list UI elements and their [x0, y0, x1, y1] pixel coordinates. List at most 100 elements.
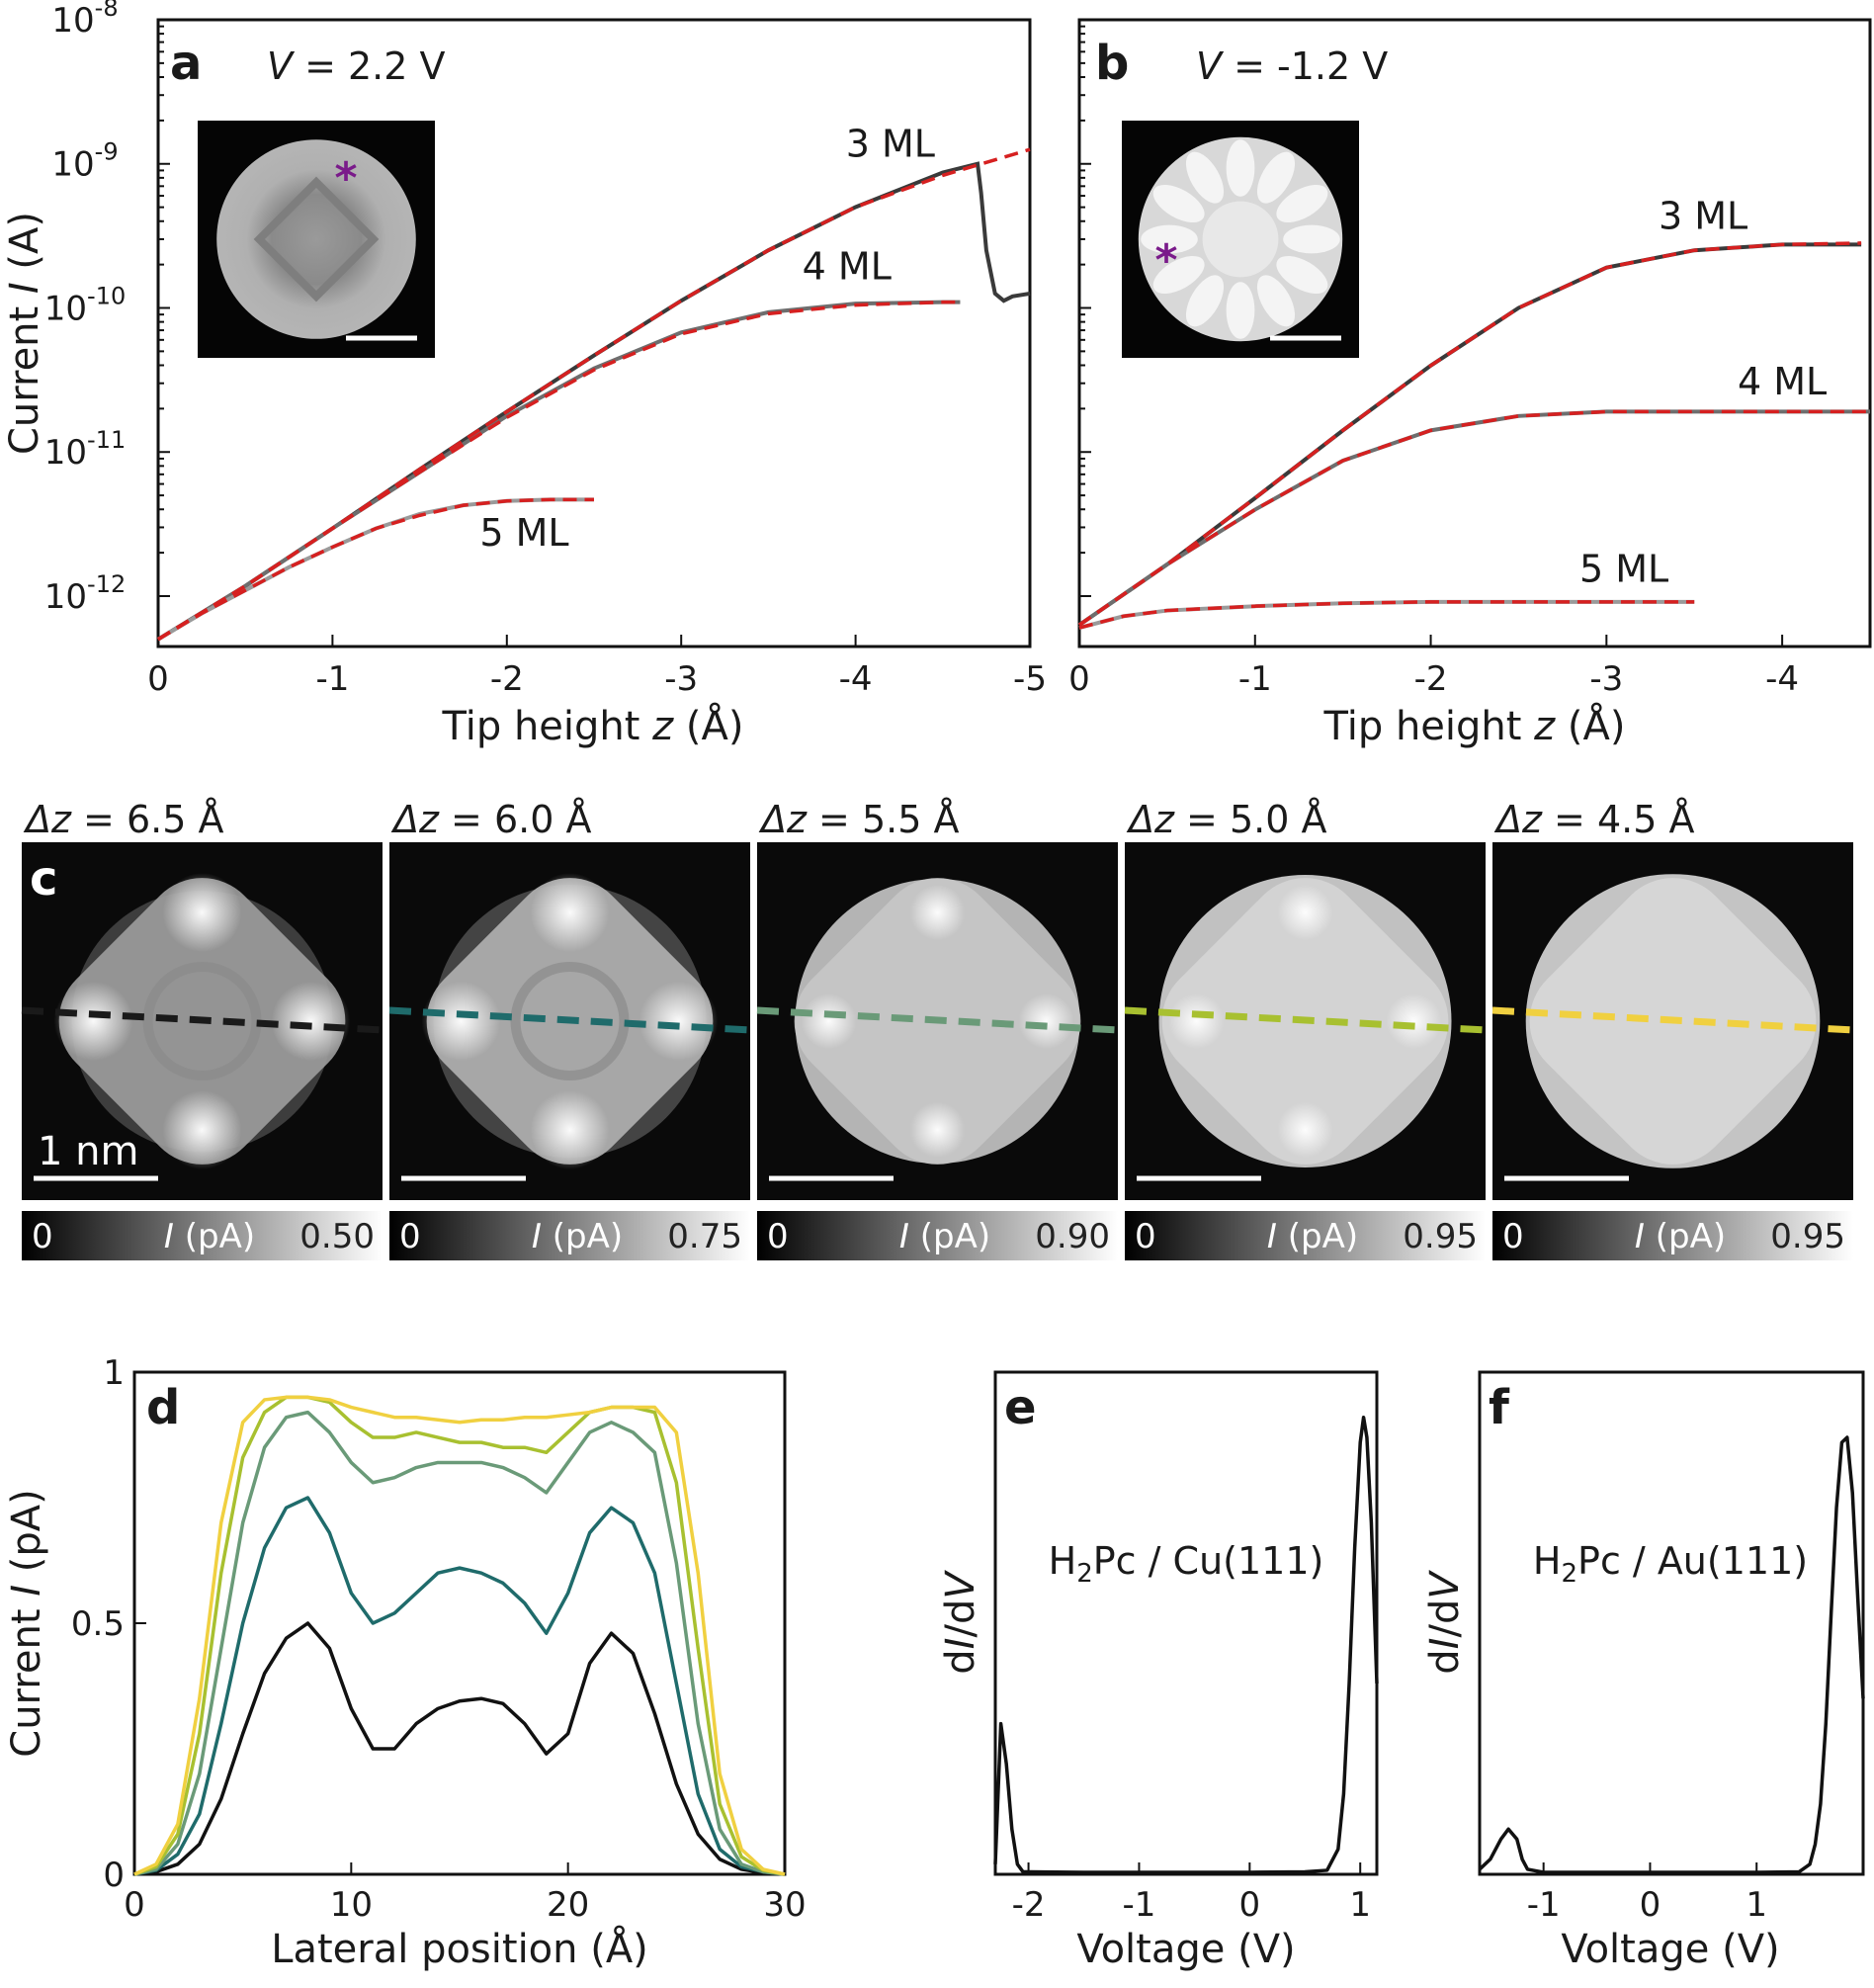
plot-frame-f: [1478, 1370, 1865, 1876]
data-line-d: [133, 1410, 786, 1876]
x-tick-label-b: -4: [1765, 659, 1799, 699]
y-axis-label-e: dI/dV: [938, 1570, 983, 1675]
colorbar-max-label: 0.95: [1770, 1217, 1845, 1256]
molecule-petal: [1185, 151, 1225, 204]
panel-a: 0 -1 -2 -3 -4 -5 10-12 10-11 10-10 10-9 10-8 3 ML…: [2, 0, 1047, 749]
y-axis-label-a: Current I (A): [2, 212, 47, 455]
stm-frame: Δz = 5.5 Å 0 I (pA) 0.90: [756, 798, 1119, 1260]
series-label: 3 ML: [1659, 194, 1747, 237]
molecule-petal: [1141, 224, 1198, 254]
panel-f: -1 0 1 f H2Pc / Au(111) Voltage (V) dI/dV: [1422, 1370, 1865, 1972]
x-tick-label-f: -1: [1527, 1885, 1561, 1925]
panel-d: 0 10 20 30 0 0.5 1 d Lateral position (Å) Cur…: [4, 1353, 807, 1972]
x-tick-label-e: -1: [1122, 1885, 1155, 1925]
colorbar-max-label: 0.75: [667, 1217, 742, 1256]
fit-line-2: [1078, 600, 1695, 630]
molecule-lobe: [1018, 994, 1074, 1049]
molecule-lobe: [421, 982, 501, 1061]
colorbar: [22, 1211, 383, 1260]
series-label: 5 ML: [1579, 547, 1668, 590]
molecule-petal: [1226, 282, 1255, 339]
molecule-center: [1202, 201, 1279, 278]
colorbar-unit-label: I (pA): [899, 1217, 990, 1256]
molecule-lobe: [1386, 994, 1442, 1049]
panel-label-a: a: [170, 36, 202, 91]
y-tick-label-a: 10-9: [51, 138, 118, 185]
y-axis-label-d: Current I (pA): [4, 1489, 49, 1757]
plot-frame-e: [993, 1370, 1379, 1876]
series-label: 4 ML: [1738, 360, 1827, 403]
x-tick-label-d: 10: [330, 1885, 373, 1925]
molecule-lobe: [639, 982, 719, 1061]
profile-line: [756, 1006, 1119, 1034]
molecule-lobe: [1277, 1102, 1333, 1158]
panel-label-c: c: [30, 851, 57, 907]
y-tick-label-a: 10-8: [51, 0, 118, 41]
molecule-lobe: [801, 994, 857, 1049]
data-line-5-ML: [1078, 599, 1695, 630]
colorbar-max-label: 0.90: [1035, 1217, 1110, 1256]
panel-c: Δz = 6.5 Å 1 nm 0 I (pA) 0.50 Δz = 6.0 Å 0 I (p…: [21, 798, 1854, 1260]
tip-position-marker: *: [1154, 235, 1177, 286]
y-tick-label-d: 1: [103, 1353, 125, 1393]
x-tick-label-d: 30: [763, 1885, 806, 1925]
series-label: 3 ML: [846, 122, 935, 165]
molecule-lobe: [530, 1090, 610, 1169]
x-tick-label-a: -1: [315, 659, 349, 699]
inset-stm-image-b: *: [1122, 121, 1359, 358]
delta-z-label: Δz = 6.5 Å: [23, 798, 223, 841]
tip-position-marker: *: [334, 153, 357, 204]
x-tick-label-b: 0: [1068, 659, 1090, 699]
molecule-petal: [1226, 139, 1255, 197]
data-line-d: [133, 1395, 786, 1876]
delta-z-label: Δz = 5.0 Å: [1126, 798, 1326, 841]
x-tick-label-a: -5: [1013, 659, 1047, 699]
colorbar-min-label: 0: [767, 1217, 789, 1256]
stm-frame: Δz = 6.5 Å 1 nm 0 I (pA) 0.50: [21, 798, 383, 1260]
colorbar-min-label: 0: [1135, 1217, 1156, 1256]
profile-line: [388, 1006, 751, 1034]
colorbar-min-label: 0: [1502, 1217, 1524, 1256]
molecule-lobe: [162, 1090, 242, 1169]
panel-label-d: d: [146, 1380, 180, 1435]
stm-frame: Δz = 4.5 Å 0 I (pA) 0.95: [1491, 798, 1854, 1260]
molecule-petal: [1276, 184, 1328, 223]
x-tick-label-a: 0: [147, 659, 169, 699]
colorbar-unit-label: I (pA): [532, 1217, 623, 1256]
molecule-petal: [1152, 255, 1205, 295]
inset-stm-image-a: *: [198, 121, 435, 358]
scale-bar-label: 1 nm: [38, 1129, 138, 1174]
series-label: 4 ML: [803, 244, 892, 288]
colorbar-max-label: 0.50: [299, 1217, 375, 1256]
molecule-lobe: [162, 873, 242, 952]
x-tick-label-d: 0: [124, 1885, 145, 1925]
molecule-lobe: [53, 982, 133, 1061]
profile-line: [1491, 1006, 1854, 1034]
plot-frame-b: [1077, 18, 1872, 648]
fit-line-2: [157, 497, 594, 642]
x-tick-label-d: 20: [547, 1885, 589, 1925]
series-label: 5 ML: [479, 511, 568, 555]
colorbar-unit-label: I (pA): [1267, 1217, 1358, 1256]
data-line-d: [133, 1395, 786, 1876]
colorbar: [1492, 1211, 1853, 1260]
panel-label-e: e: [1004, 1380, 1037, 1435]
stm-frame: Δz = 5.0 Å 0 I (pA) 0.95: [1124, 798, 1487, 1260]
x-tick-label-e: 1: [1349, 1885, 1371, 1925]
x-tick-label-a: -2: [490, 659, 524, 699]
delta-z-label: Δz = 4.5 Å: [1493, 798, 1694, 841]
profile-line: [21, 1006, 383, 1034]
y-tick-label-a: 10-11: [44, 426, 126, 473]
x-tick-label-b: -3: [1589, 659, 1623, 699]
stm-frame: Δz = 6.0 Å 0 I (pA) 0.75: [388, 798, 751, 1260]
colorbar: [389, 1211, 750, 1260]
data-line-d: [133, 1621, 786, 1876]
colorbar: [757, 1211, 1118, 1260]
molecule-inner-ring: [510, 962, 630, 1080]
molecule-petal: [1185, 275, 1225, 327]
panel-e: -2 -1 0 1 e H2Pc / Cu(111) Voltage (V) dI/d…: [938, 1370, 1379, 1972]
data-line-d: [133, 1496, 786, 1876]
colorbar-min-label: 0: [399, 1217, 421, 1256]
x-tick-label-f: 1: [1746, 1885, 1767, 1925]
